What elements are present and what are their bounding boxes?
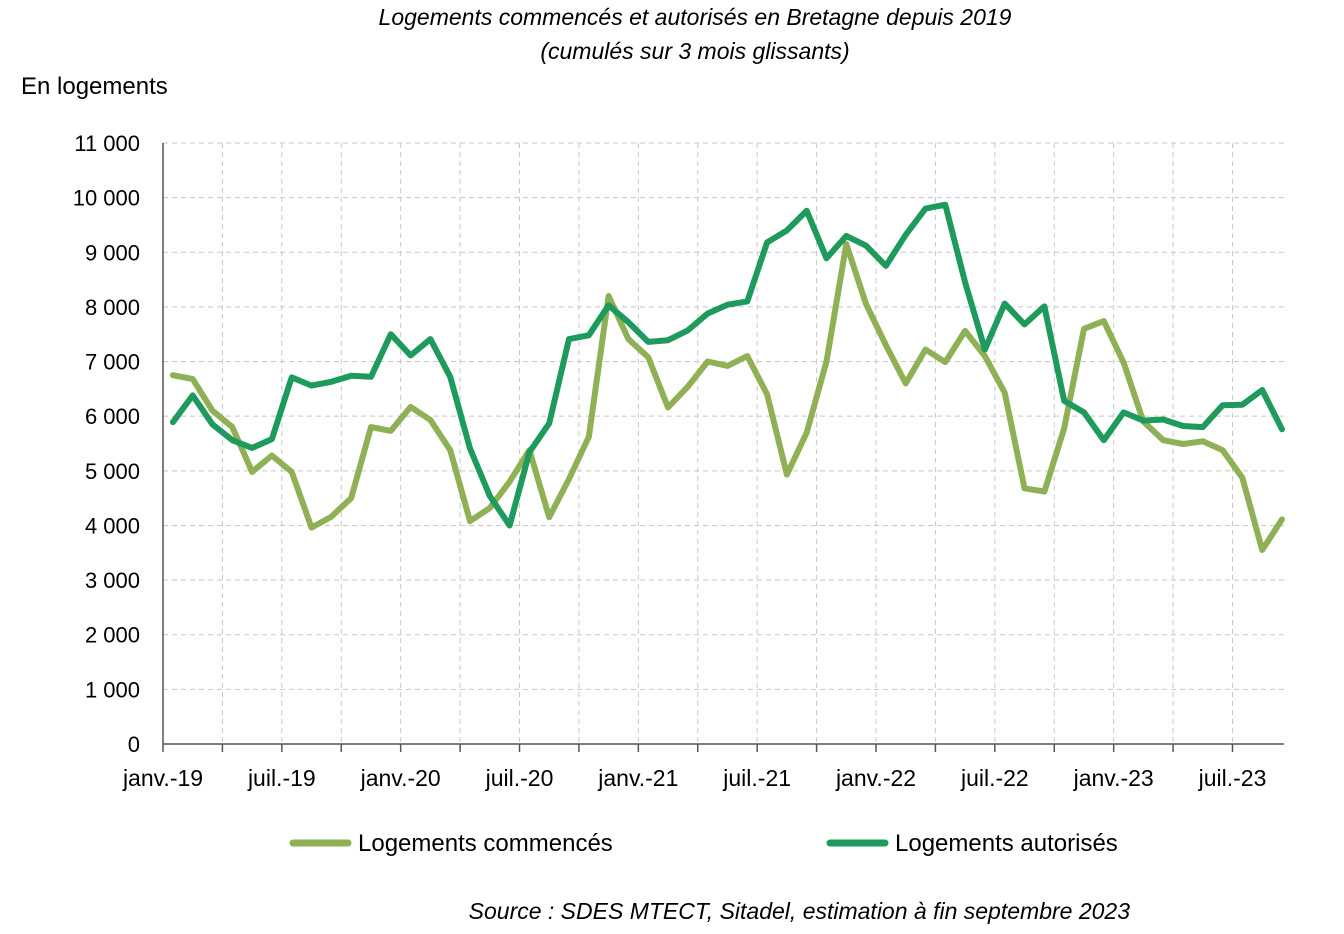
- y-tick-label: 11 000: [74, 131, 140, 156]
- x-tick-label: juil.-23: [1198, 765, 1267, 791]
- x-tick-label: janv.-23: [1073, 765, 1154, 791]
- x-tick-label: janv.-20: [360, 765, 441, 791]
- series-line-commences: [169, 241, 1285, 553]
- y-tick-label: 1 000: [85, 677, 140, 702]
- y-tick-label: 6 000: [85, 404, 140, 429]
- x-tick-label: janv.-21: [597, 765, 678, 791]
- x-tick-label: juil.-22: [960, 765, 1029, 791]
- y-tick-label: 8 000: [85, 295, 140, 320]
- y-tick-label: 7 000: [85, 350, 140, 375]
- y-tick-label: 4 000: [85, 513, 140, 538]
- legend: Logements commencés Logements autorisés: [289, 830, 1118, 857]
- y-axis-unit-label: En logements: [21, 73, 168, 100]
- legend-label-commences: Logements commencés: [358, 830, 613, 857]
- y-tick-label: 5 000: [85, 459, 140, 484]
- x-tick-labels: janv.-19 juil.-19 janv.-20 juil.-20 janv.-21…: [122, 765, 1266, 791]
- series-line-autorises: [169, 201, 1285, 529]
- y-tick-label: 3 000: [85, 568, 140, 593]
- y-tick-label: 9 000: [85, 240, 140, 265]
- series-lines: [169, 201, 1285, 553]
- chart-subtitle: (cumulés sur 3 mois glissants): [540, 38, 850, 64]
- x-tick-label: janv.-22: [835, 765, 916, 791]
- x-tick-label: juil.-20: [485, 765, 554, 791]
- legend-label-autorises: Logements autorisés: [895, 830, 1118, 857]
- y-tick-labels: 0 1 000 2 000 3 000 4 000 5 000 6 000 7 000 8 00…: [73, 131, 140, 757]
- source-note: Source : SDES MTECT, Sitadel, estimation…: [468, 898, 1130, 924]
- y-tick-label: 0: [128, 732, 140, 757]
- y-tick-label: 10 000: [73, 186, 140, 211]
- x-tick-label: juil.-21: [722, 765, 791, 791]
- x-tick-label: juil.-19: [247, 765, 316, 791]
- x-tick-label: janv.-19: [122, 765, 203, 791]
- axes: [162, 143, 1284, 752]
- chart-title: Logements commencés et autorisés en Bret…: [378, 4, 1012, 30]
- grid-lines: [163, 142, 1284, 744]
- y-tick-label: 2 000: [85, 623, 140, 648]
